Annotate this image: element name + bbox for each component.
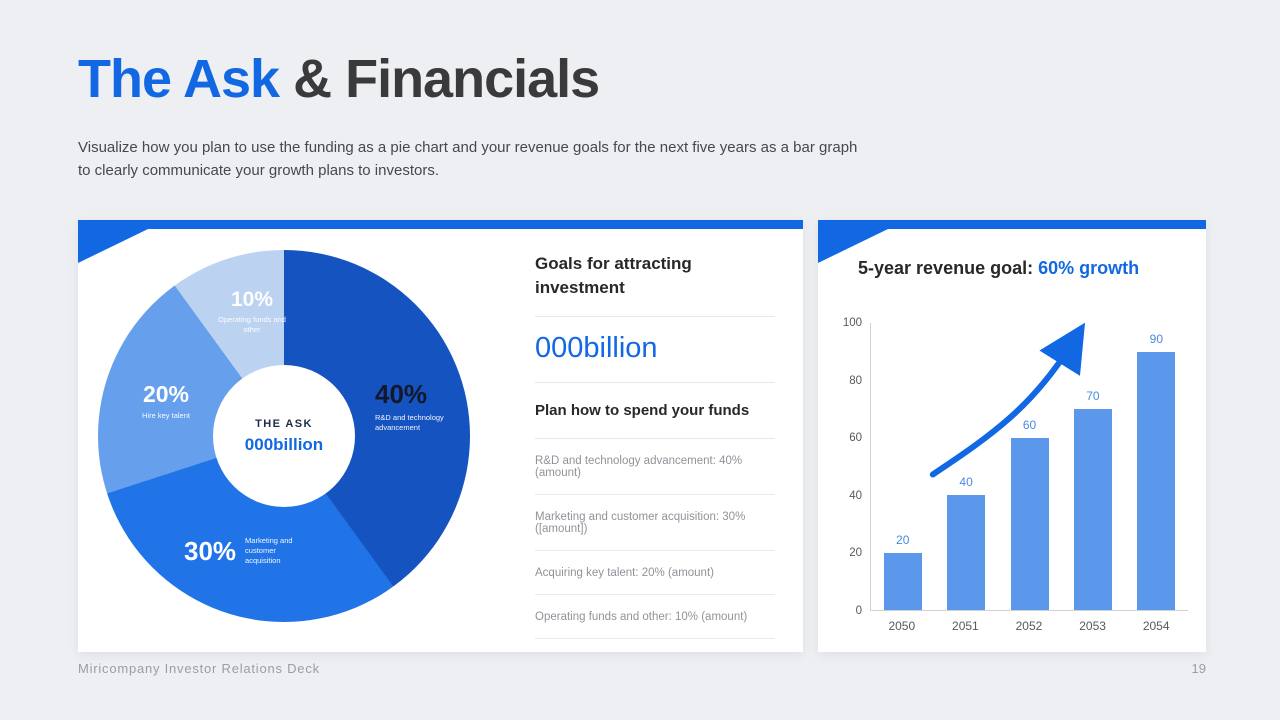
page-title: The Ask & Financials <box>78 48 600 110</box>
y-axis-tick: 100 <box>842 317 862 329</box>
divider <box>535 381 775 383</box>
bar-2052 <box>1010 437 1049 610</box>
goals-title: Goals for attracting investment <box>535 254 692 297</box>
bar-value-label: 60 <box>1022 417 1037 432</box>
page-title-rest: & Financials <box>293 49 600 109</box>
pie-segment-label-10: 10% Operating funds and other <box>213 288 291 335</box>
plan-list: R&D and technology advancement: 40% (amo… <box>535 439 775 639</box>
x-axis-label: 2054 <box>1142 619 1170 633</box>
plan-title: Plan how to spend your funds <box>535 401 750 419</box>
page-subtitle: Visualize how you plan to use the fundin… <box>78 139 858 180</box>
divider <box>535 315 775 317</box>
y-axis-tick: 20 <box>849 547 862 560</box>
segment-percent: 10% <box>230 288 274 311</box>
funding-card: 10% Operating funds and other 20% Hire k… <box>78 220 803 652</box>
bar-slot: 70 <box>1061 323 1124 610</box>
bar-value-label: 40 <box>959 475 973 490</box>
y-axis-tick: 80 <box>849 374 862 387</box>
bar-2053 <box>1073 409 1112 610</box>
bar-slot: 60 <box>998 323 1061 610</box>
segment-name: Operating funds and other <box>218 315 286 335</box>
y-axis-tick: 40 <box>849 489 862 502</box>
pie-segment-label-20: 20% Hire key talent <box>124 381 208 421</box>
y-axis-tick: 0 <box>855 605 862 617</box>
divider <box>535 437 775 439</box>
revenue-card: 5-year revenue goal: 60% growth 0 20 40 60 8… <box>818 220 1206 652</box>
plan-item: Acquiring key talent: 20% (amount) <box>535 551 775 595</box>
funding-amount: 000billion <box>535 331 658 364</box>
revenue-bar-chart: 0 20 40 60 80 100 20 40 60 70 90 2050 2051 2052 2053… <box>834 316 1192 633</box>
donut-center-value: 000billion <box>244 434 324 454</box>
x-axis-label: 2053 <box>1079 619 1106 633</box>
x-axis-label: 2051 <box>952 619 979 633</box>
plan-item: Marketing and customer acquisition: 30% … <box>535 495 775 551</box>
funding-details: Goals for attracting investment 000billi… <box>535 248 775 639</box>
segment-name: Hire key talent <box>142 411 190 421</box>
page-title-accent: The Ask <box>78 49 280 109</box>
revenue-title-prefix: 5-year revenue goal: <box>858 258 1039 278</box>
bar-plot: 20 40 60 70 90 <box>870 323 1188 611</box>
bar-2054 <box>1137 351 1176 610</box>
y-axis-labels: 0 20 40 60 80 100 <box>834 317 862 617</box>
bar-value-label: 90 <box>1149 331 1163 346</box>
bar-value-label: 70 <box>1086 389 1100 404</box>
page-number: 19 <box>1191 661 1206 676</box>
bar-2051 <box>947 495 986 610</box>
deck-name: Miricompany Investor Relations Deck <box>78 661 320 676</box>
segment-percent: 40% <box>375 379 428 409</box>
donut-center-label: THE ASK <box>255 417 313 430</box>
bar-value-label: 20 <box>896 532 910 547</box>
plan-item: Operating funds and other: 10% (amount) <box>535 595 775 639</box>
x-axis-labels: 2050 2051 2052 2053 2054 <box>870 619 1188 633</box>
bar-slot: 40 <box>934 323 997 610</box>
pie-segment-label-40: 40% R&D and technology advancement <box>375 380 459 433</box>
bar-slot: 20 <box>871 323 934 610</box>
revenue-title: 5-year revenue goal: 60% growth <box>858 258 1139 279</box>
segment-percent: 20% <box>142 381 190 407</box>
segment-name: R&D and technology advancement <box>375 412 444 432</box>
segment-percent: 30% <box>184 535 237 566</box>
y-axis-tick: 60 <box>849 432 862 445</box>
x-axis-label: 2050 <box>888 619 916 633</box>
x-axis-label: 2052 <box>1015 619 1043 633</box>
segment-name: Marketing and customer acquisition <box>245 536 293 566</box>
bar-2050 <box>883 552 922 610</box>
pie-segment-label-30: 30% Marketing and customer acquisition <box>184 536 307 566</box>
donut-center: THE ASK 000billion <box>213 365 355 507</box>
bar-slot: 90 <box>1125 323 1188 610</box>
plan-item: R&D and technology advancement: 40% (amo… <box>535 439 775 495</box>
funding-pie-chart: 10% Operating funds and other 20% Hire k… <box>98 250 470 622</box>
revenue-title-accent: 60% growth <box>1038 258 1140 278</box>
